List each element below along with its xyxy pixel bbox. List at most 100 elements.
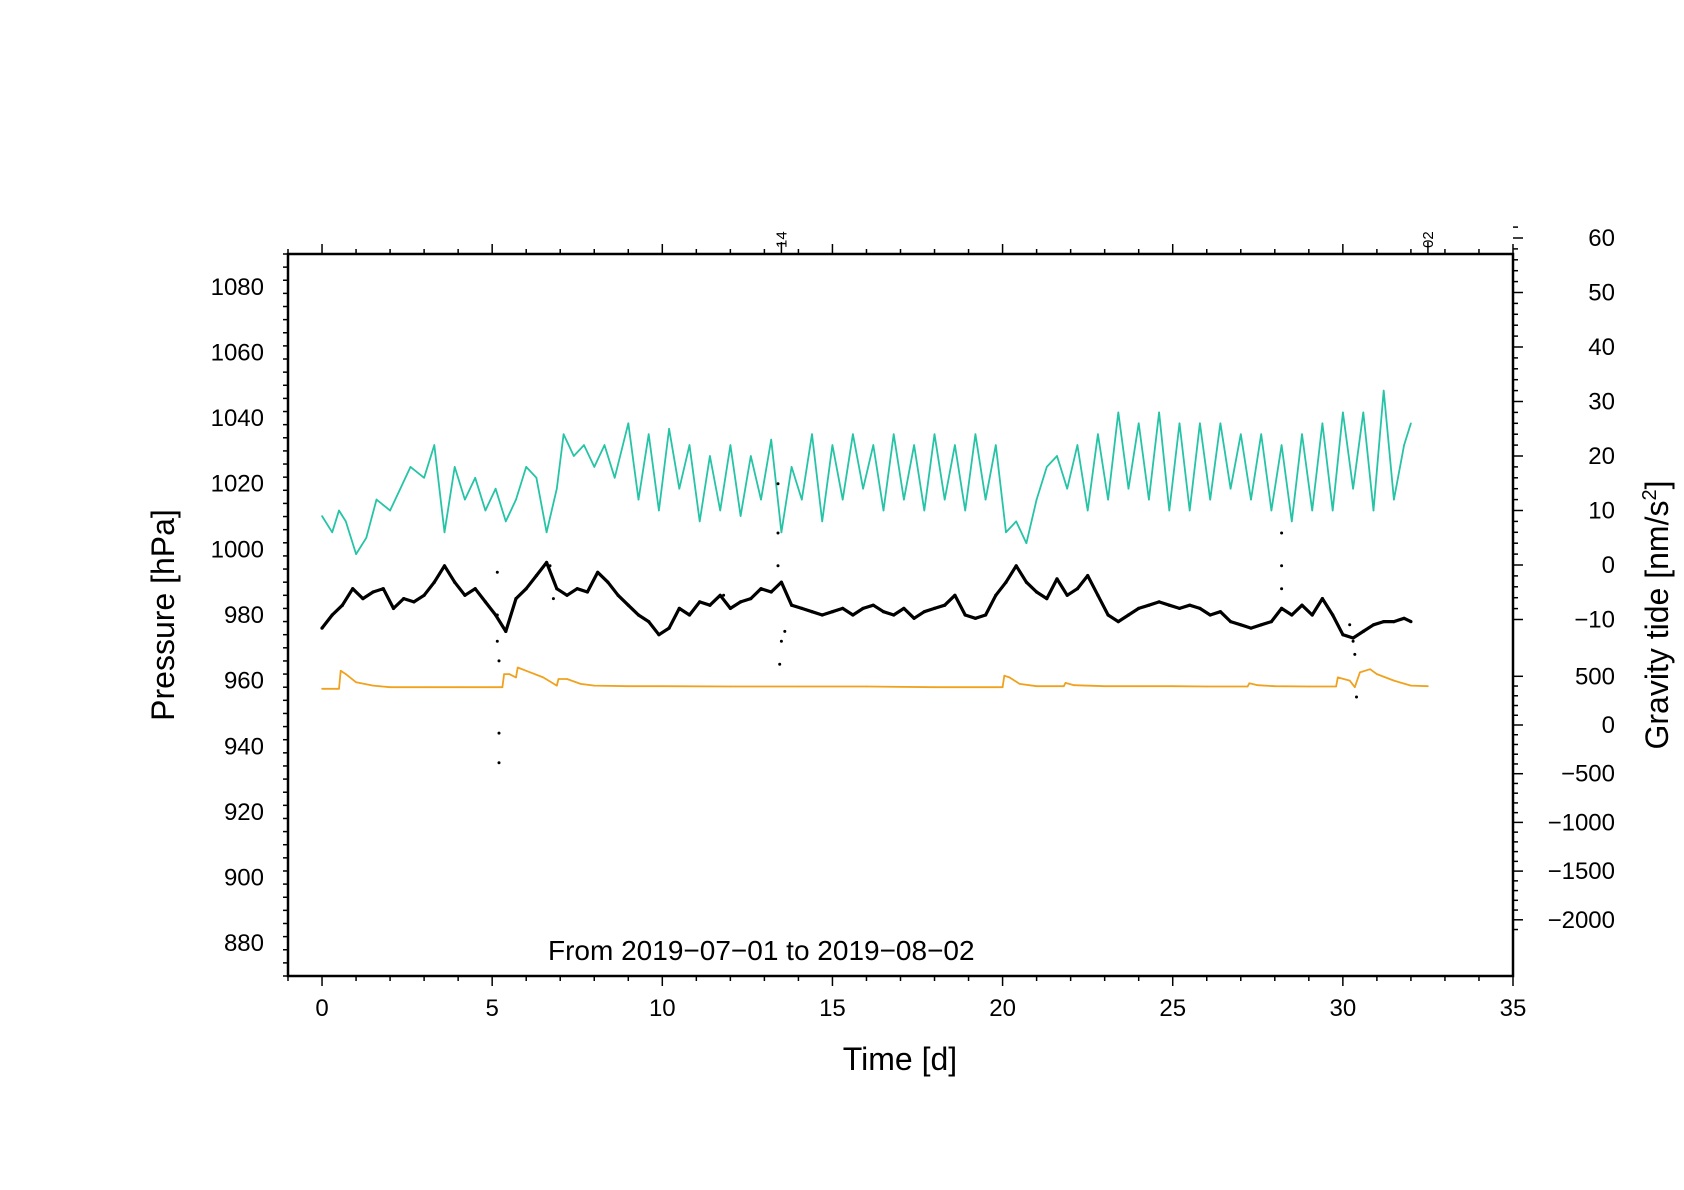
data-point-tide — [668, 428, 670, 430]
data-point-tide — [801, 498, 803, 501]
data-point-tide — [1097, 433, 1099, 436]
data-point-tide — [760, 498, 762, 501]
data-point-tide — [1393, 498, 1395, 501]
data-point-orange — [627, 685, 630, 687]
data-point-pressure — [708, 603, 712, 607]
data-point-pressure — [565, 593, 569, 597]
data-point-tide — [1352, 487, 1354, 490]
y-axis-title: Pressure [hPa] — [145, 509, 181, 721]
data-point-pressure — [943, 603, 947, 607]
data-point-pressure — [1351, 636, 1355, 640]
data-point-pressure — [391, 606, 396, 611]
data-point-pressure — [616, 593, 620, 597]
data-point-pressure — [1218, 610, 1222, 614]
y-tick-label: 1040 — [211, 405, 264, 432]
y2-lower-tick-label: −1000 — [1548, 809, 1615, 836]
x-tick-label: 15 — [819, 995, 846, 1022]
data-point-pressure — [514, 597, 518, 601]
data-point-tide — [627, 422, 630, 425]
data-point-pressure — [473, 587, 477, 591]
top-tick-label: 02 — [1420, 231, 1437, 248]
data-point-pressure — [973, 616, 978, 620]
data-point-orange — [1410, 684, 1412, 687]
y2-axis-title-end: ] — [1639, 481, 1675, 490]
data-point-pressure — [412, 600, 416, 604]
data-point-orange — [593, 684, 596, 687]
x-axis-title: Time [d] — [843, 1041, 957, 1077]
y2-axis-title-sup: 2 — [1639, 489, 1661, 500]
data-point-tide — [331, 531, 334, 534]
data-point-tide — [1005, 531, 1007, 534]
x-tick-label: 25 — [1159, 995, 1186, 1022]
data-point-orange — [556, 684, 558, 687]
y-tick-label: 1000 — [211, 536, 264, 563]
outlier-point — [1280, 587, 1284, 591]
data-point-pressure — [677, 606, 681, 611]
data-point-tide — [389, 509, 391, 512]
outlier-point — [497, 761, 501, 765]
data-point-tide — [1331, 509, 1334, 512]
data-point-orange — [338, 688, 340, 690]
y-tick-label: 1060 — [211, 339, 264, 366]
data-point-pressure — [453, 580, 457, 584]
y2-upper-tick-label: 40 — [1588, 334, 1615, 361]
outlier-point — [1280, 564, 1284, 568]
x-tick-label: 0 — [315, 995, 328, 1022]
data-point-pressure — [1331, 613, 1335, 617]
data-point-orange — [457, 686, 459, 688]
data-point-pressure — [524, 587, 528, 591]
data-point-orange — [491, 686, 494, 688]
x-tick-label: 35 — [1500, 995, 1527, 1022]
data-point-tide — [515, 498, 517, 501]
data-point-tide — [443, 531, 446, 534]
data-point-pressure — [810, 610, 814, 614]
data-point-orange — [1274, 685, 1276, 687]
data-point-pressure — [698, 600, 702, 604]
data-point-pressure — [1208, 613, 1212, 617]
data-point-tide — [1260, 433, 1262, 436]
outlier-point — [551, 597, 555, 601]
data-point-tide — [923, 509, 926, 512]
data-point-tide — [505, 520, 507, 523]
data-point-tide — [365, 537, 368, 539]
data-point-pressure — [1167, 603, 1171, 607]
data-point-pressure — [759, 587, 763, 591]
data-point-orange — [1257, 684, 1259, 686]
data-point-pressure — [994, 593, 998, 597]
x-tick-label: 30 — [1330, 995, 1357, 1022]
data-point-tide — [1403, 444, 1405, 446]
outlier-point — [776, 564, 780, 568]
outlier-point — [1355, 695, 1358, 699]
data-point-pressure — [575, 587, 579, 591]
data-point-orange — [1137, 685, 1140, 687]
data-point-pressure — [871, 603, 875, 607]
data-point-pressure — [881, 610, 886, 614]
data-point-pressure — [402, 597, 406, 601]
data-point-tide — [780, 531, 783, 534]
data-point-pressure — [606, 580, 610, 584]
data-point-tide — [841, 498, 844, 501]
data-point-tide — [1199, 422, 1201, 425]
data-point-orange — [501, 686, 504, 688]
x-tick-label: 20 — [989, 995, 1016, 1022]
y-tick-label: 880 — [224, 930, 264, 957]
plot-area — [286, 252, 1515, 978]
data-point-tide — [613, 477, 616, 479]
data-point-orange — [321, 688, 323, 690]
data-point-orange — [423, 686, 425, 688]
data-point-pressure — [1341, 633, 1345, 637]
outlier-point — [722, 593, 726, 597]
data-point-pressure — [1249, 626, 1253, 630]
data-point-orange — [1335, 685, 1337, 688]
data-point-tide — [821, 520, 823, 523]
data-point-pressure — [953, 593, 957, 597]
outlier-point — [1280, 531, 1284, 535]
data-point-pressure — [749, 597, 753, 601]
data-point-orange — [525, 670, 527, 672]
data-point-pressure — [790, 603, 794, 607]
data-point-tide — [1137, 422, 1140, 425]
data-point-tide — [583, 444, 585, 446]
data-point-pressure — [320, 626, 324, 630]
